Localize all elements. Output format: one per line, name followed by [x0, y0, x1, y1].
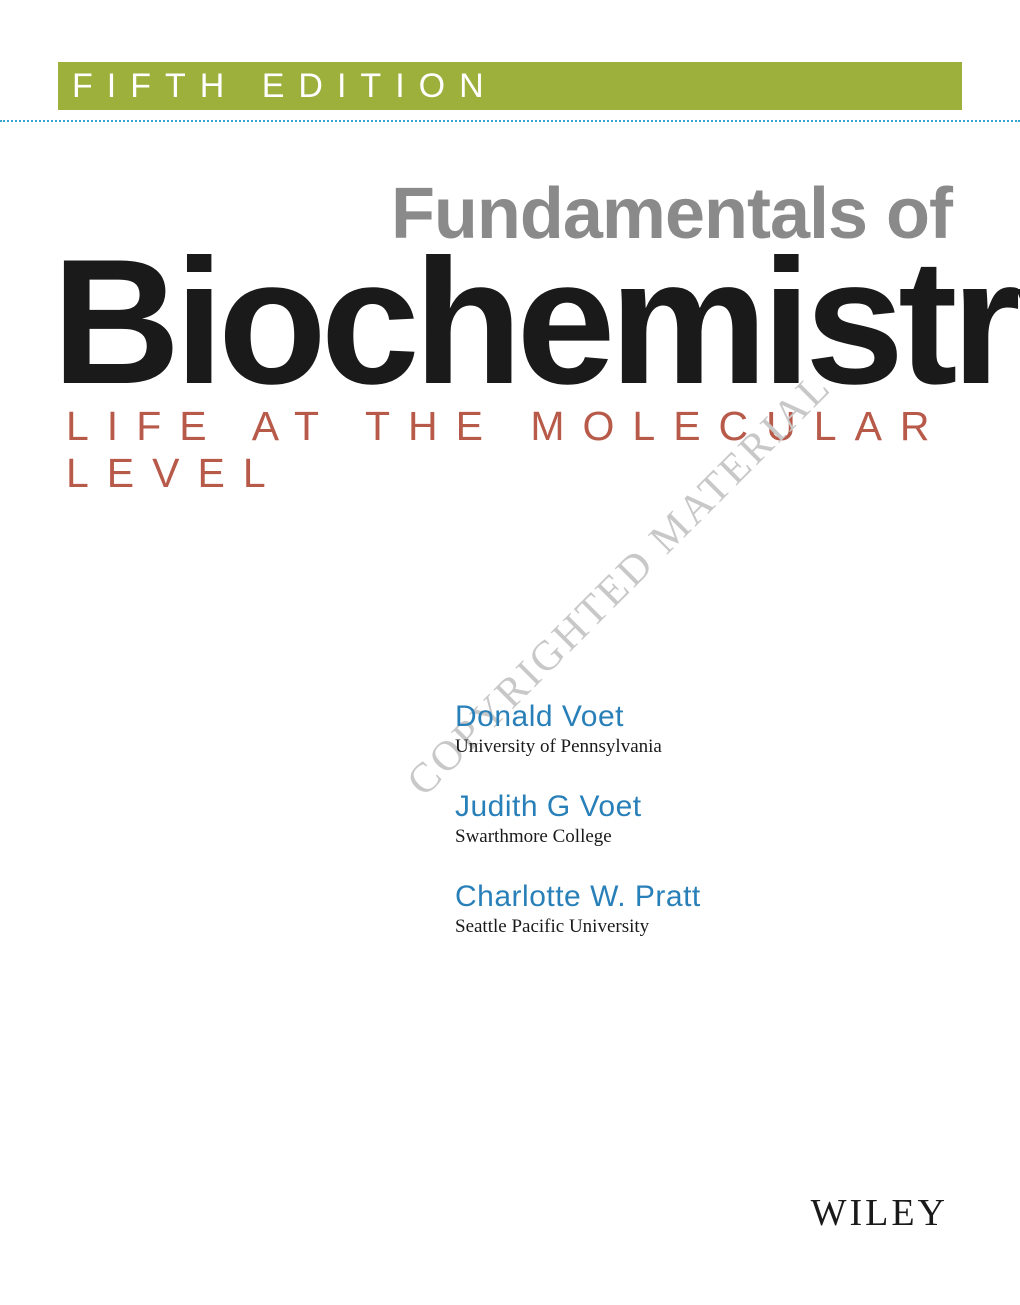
author-affiliation: Seattle Pacific University [455, 916, 701, 938]
dotted-divider [0, 120, 1020, 122]
author-entry: Charlotte W. Pratt Seattle Pacific Unive… [455, 880, 701, 938]
title-block: Fundamentals of Biochemistry LIFE AT THE… [52, 178, 952, 497]
author-entry: Donald Voet University of Pennsylvania [455, 700, 701, 758]
edition-banner: FIFTH EDITION [58, 62, 962, 110]
author-affiliation: University of Pennsylvania [455, 736, 701, 758]
author-affiliation: Swarthmore College [455, 826, 701, 848]
publisher-logo: WILEY [811, 1191, 948, 1235]
edition-text: FIFTH EDITION [72, 67, 498, 106]
author-name: Donald Voet [455, 700, 701, 734]
author-name: Charlotte W. Pratt [455, 880, 701, 914]
author-name: Judith G Voet [455, 790, 701, 824]
authors-section: Donald Voet University of Pennsylvania J… [455, 700, 701, 970]
subtitle: LIFE AT THE MOLECULAR LEVEL [52, 403, 952, 497]
main-title: Biochemistry [52, 244, 952, 401]
author-entry: Judith G Voet Swarthmore College [455, 790, 701, 848]
